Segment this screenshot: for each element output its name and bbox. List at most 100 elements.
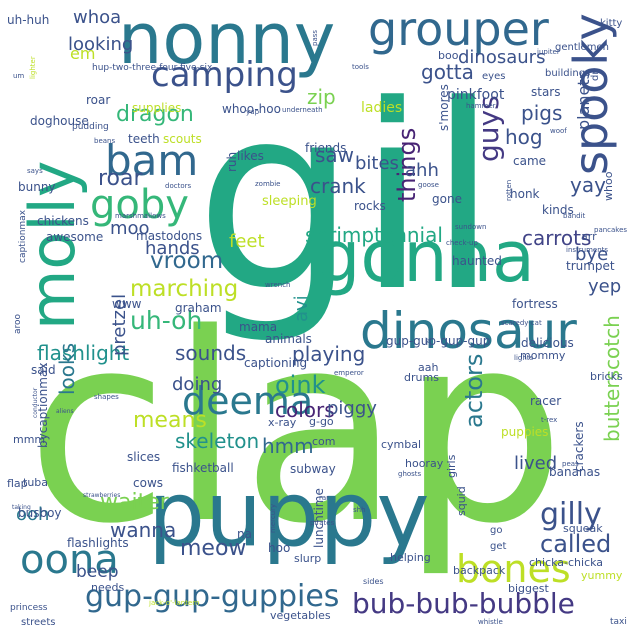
word: marshmallows <box>115 212 166 220</box>
word: yay <box>570 173 606 197</box>
word: gilly <box>540 497 602 532</box>
word: buildings <box>545 68 591 79</box>
word: avi <box>291 295 312 322</box>
word: bricks <box>590 370 623 383</box>
word: sleeping <box>262 194 317 209</box>
word: came <box>513 154 547 168</box>
word: animals <box>265 332 312 346</box>
word: whistle <box>478 618 503 626</box>
word: yup <box>246 108 260 116</box>
word: ooh <box>16 504 50 525</box>
word: bunny <box>18 180 56 194</box>
word: ladies <box>361 100 403 116</box>
word: goose <box>418 181 439 189</box>
word: whoo <box>602 171 615 201</box>
word: gotta <box>421 60 474 84</box>
word: lighter <box>29 56 37 79</box>
word: waiter <box>100 490 169 515</box>
word: gil <box>195 51 499 348</box>
word: racer <box>530 394 562 408</box>
word: needs <box>91 581 125 594</box>
word: jupiter <box>537 48 560 56</box>
word: mercury <box>269 503 277 533</box>
word: says <box>27 167 43 175</box>
word: ruh <box>225 151 239 172</box>
word: shh <box>353 506 366 514</box>
word: marching <box>130 276 239 302</box>
word: nonny <box>118 0 336 80</box>
word: saw <box>315 143 355 167</box>
word: eyes <box>482 71 506 82</box>
word: called <box>540 530 612 558</box>
word: meow <box>180 536 247 561</box>
word: gonna <box>316 216 535 298</box>
word: supplies <box>132 101 182 115</box>
word: said <box>31 363 56 377</box>
word: playing <box>292 342 366 366</box>
word: uh-huh <box>7 13 50 27</box>
word: pass <box>311 29 319 46</box>
word: flashlight <box>37 341 130 365</box>
word: shapes <box>94 393 119 401</box>
word: arr <box>581 230 597 243</box>
word: dinosaur <box>360 302 577 360</box>
word: ahh <box>405 160 439 181</box>
word: hup-two-three-four-five-six <box>92 63 213 73</box>
word: puppy <box>148 462 430 567</box>
word: fishketball <box>172 461 234 475</box>
word: go <box>490 525 503 536</box>
word: chickens <box>37 214 89 228</box>
word: actors <box>460 353 488 428</box>
word: piggy <box>327 398 377 419</box>
word: camping <box>151 55 298 95</box>
word: mmm <box>13 433 46 446</box>
word: hooray <box>405 457 444 470</box>
word: em <box>70 44 96 63</box>
word: slurp <box>294 552 322 565</box>
word: ghosts <box>398 470 422 478</box>
word: vegetables <box>270 609 331 622</box>
word: bub-bub-bubble <box>352 587 575 620</box>
word: deema <box>182 379 314 423</box>
word: clap <box>26 279 566 581</box>
word: goby <box>90 182 189 228</box>
word: oink <box>275 371 326 399</box>
word: drums <box>404 371 439 384</box>
word: graham <box>175 301 222 315</box>
word: aliens <box>56 408 74 415</box>
word: rotten <box>505 179 513 201</box>
word: stars <box>531 85 561 99</box>
word: www <box>112 297 142 311</box>
word: backpack <box>453 564 506 577</box>
word: busboy <box>18 506 62 520</box>
word: scouts <box>163 132 202 146</box>
word: cows <box>133 476 164 490</box>
word: yep <box>588 276 622 297</box>
word: doing <box>172 374 223 395</box>
word: uh-oh <box>130 306 203 335</box>
word: slices <box>127 450 161 464</box>
word: lights <box>514 354 534 362</box>
word: moo <box>110 218 150 239</box>
word: whoa <box>73 7 122 28</box>
word: means <box>133 408 207 433</box>
word: roar <box>98 166 143 191</box>
word: hammer <box>466 102 496 110</box>
word: bycaptionmax <box>36 362 50 448</box>
word: princess <box>10 603 48 613</box>
word: awesome <box>46 230 104 244</box>
word: teeth <box>128 132 160 146</box>
word: honk <box>510 187 540 201</box>
word: sides <box>363 577 384 586</box>
word: trumpet <box>566 259 615 273</box>
word: zombie <box>255 180 281 188</box>
word: gup-gup-gup-gup <box>386 334 491 348</box>
word: gup-gup-guppies <box>85 579 340 614</box>
word: taxi <box>610 617 627 627</box>
word: wanna <box>110 518 177 542</box>
word: dragon <box>116 102 194 127</box>
word: pancakes <box>594 226 628 234</box>
word: sundown <box>455 223 487 231</box>
word: dr <box>590 70 601 81</box>
